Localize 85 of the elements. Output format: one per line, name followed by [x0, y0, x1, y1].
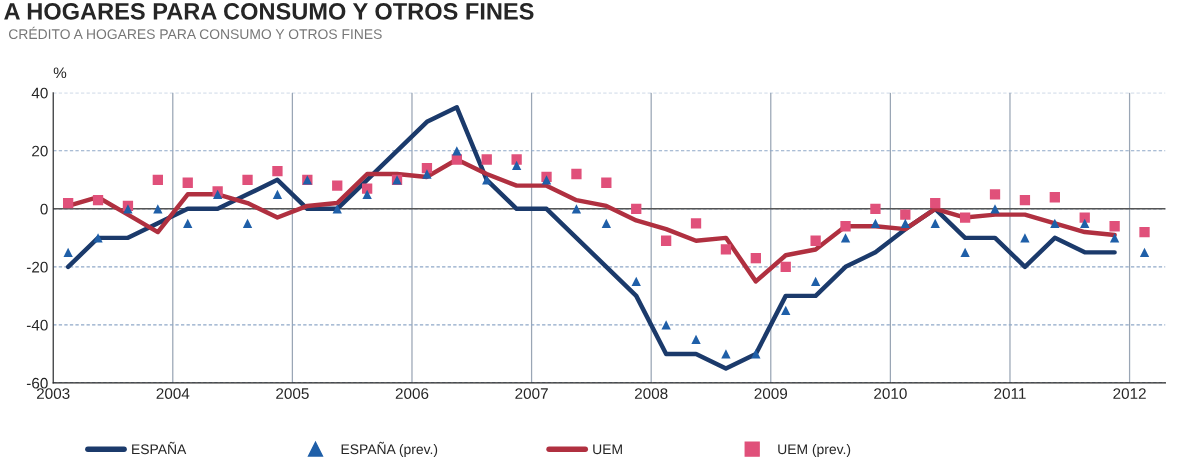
x-tick-label: 2006 — [395, 388, 429, 400]
point — [242, 218, 253, 229]
chart-subtitle: CRÉDITO A HOGARES PARA CONSUMO Y OTROS FINES — [8, 26, 382, 40]
point — [1079, 212, 1090, 223]
line-series — [65, 105, 1117, 371]
point — [780, 261, 791, 273]
point — [870, 218, 881, 229]
point — [481, 154, 492, 165]
point — [511, 154, 522, 165]
point — [62, 197, 74, 209]
point — [900, 209, 911, 220]
point — [541, 175, 552, 185]
y-tick-label: 0 — [40, 203, 48, 215]
y-tick-label: 40 — [31, 87, 48, 99]
point — [990, 204, 1000, 214]
point — [989, 189, 1001, 200]
point — [152, 174, 163, 185]
point — [1139, 247, 1150, 258]
x-tick-label: 2012 — [1113, 388, 1146, 400]
point — [361, 183, 373, 194]
point — [691, 334, 701, 345]
point — [840, 233, 851, 243]
point — [751, 349, 761, 359]
y-tick-label: -20 — [26, 261, 48, 273]
point — [451, 154, 462, 165]
point — [900, 218, 910, 229]
point — [362, 189, 372, 199]
point — [781, 305, 791, 316]
point — [1109, 221, 1120, 232]
chart-title: A HOGARES PARA CONSUMO Y OTROS FINES — [4, 2, 534, 20]
x-tick-label: 2004 — [156, 388, 190, 400]
point — [571, 204, 582, 214]
point — [870, 203, 881, 214]
legend-label: ESPAÑA — [132, 441, 187, 455]
point — [840, 221, 851, 232]
point — [272, 165, 283, 177]
point — [183, 218, 193, 229]
legend-label: UEM (prev.) — [778, 443, 851, 457]
point — [960, 247, 970, 258]
point — [123, 204, 133, 214]
x-tick-label: 2010 — [874, 388, 907, 400]
x-tick-label: 2008 — [634, 388, 668, 400]
point — [511, 160, 522, 170]
x-tick-label: 2011 — [994, 388, 1026, 400]
point — [1139, 226, 1150, 238]
point — [720, 244, 732, 255]
point — [63, 247, 73, 258]
point — [422, 169, 432, 179]
point — [242, 174, 253, 185]
point — [1050, 218, 1060, 229]
point — [1080, 218, 1090, 229]
legend-label: ESPAÑA (prev.) — [341, 441, 438, 457]
point — [571, 168, 582, 180]
point — [930, 218, 940, 229]
x-tick-label: 2007 — [515, 388, 548, 400]
point — [810, 276, 821, 287]
point — [1049, 192, 1060, 203]
point — [1020, 233, 1030, 243]
legend-label: UEM — [593, 444, 622, 455]
point — [660, 235, 672, 246]
point — [721, 349, 731, 359]
point — [959, 212, 971, 223]
point — [1109, 233, 1120, 243]
point — [810, 235, 821, 246]
x-tick-label: 2005 — [276, 388, 309, 400]
point — [631, 203, 642, 214]
y-tick-label: 20 — [32, 145, 48, 157]
point — [631, 276, 641, 287]
point — [332, 180, 343, 191]
point — [601, 218, 611, 229]
x-tick-label: 2009 — [754, 388, 788, 400]
point — [272, 189, 283, 199]
y-axis-title: % — [53, 67, 67, 79]
point — [182, 177, 193, 188]
point — [930, 197, 941, 209]
point — [1019, 194, 1031, 206]
point — [601, 177, 612, 188]
point — [750, 253, 761, 264]
point — [690, 218, 702, 229]
point — [661, 320, 671, 330]
x-tick-label: 2003 — [36, 388, 70, 400]
y-tick-label: -60 — [26, 377, 48, 389]
y-tick-label: -40 — [26, 319, 48, 331]
point — [93, 233, 103, 243]
point — [92, 194, 104, 206]
